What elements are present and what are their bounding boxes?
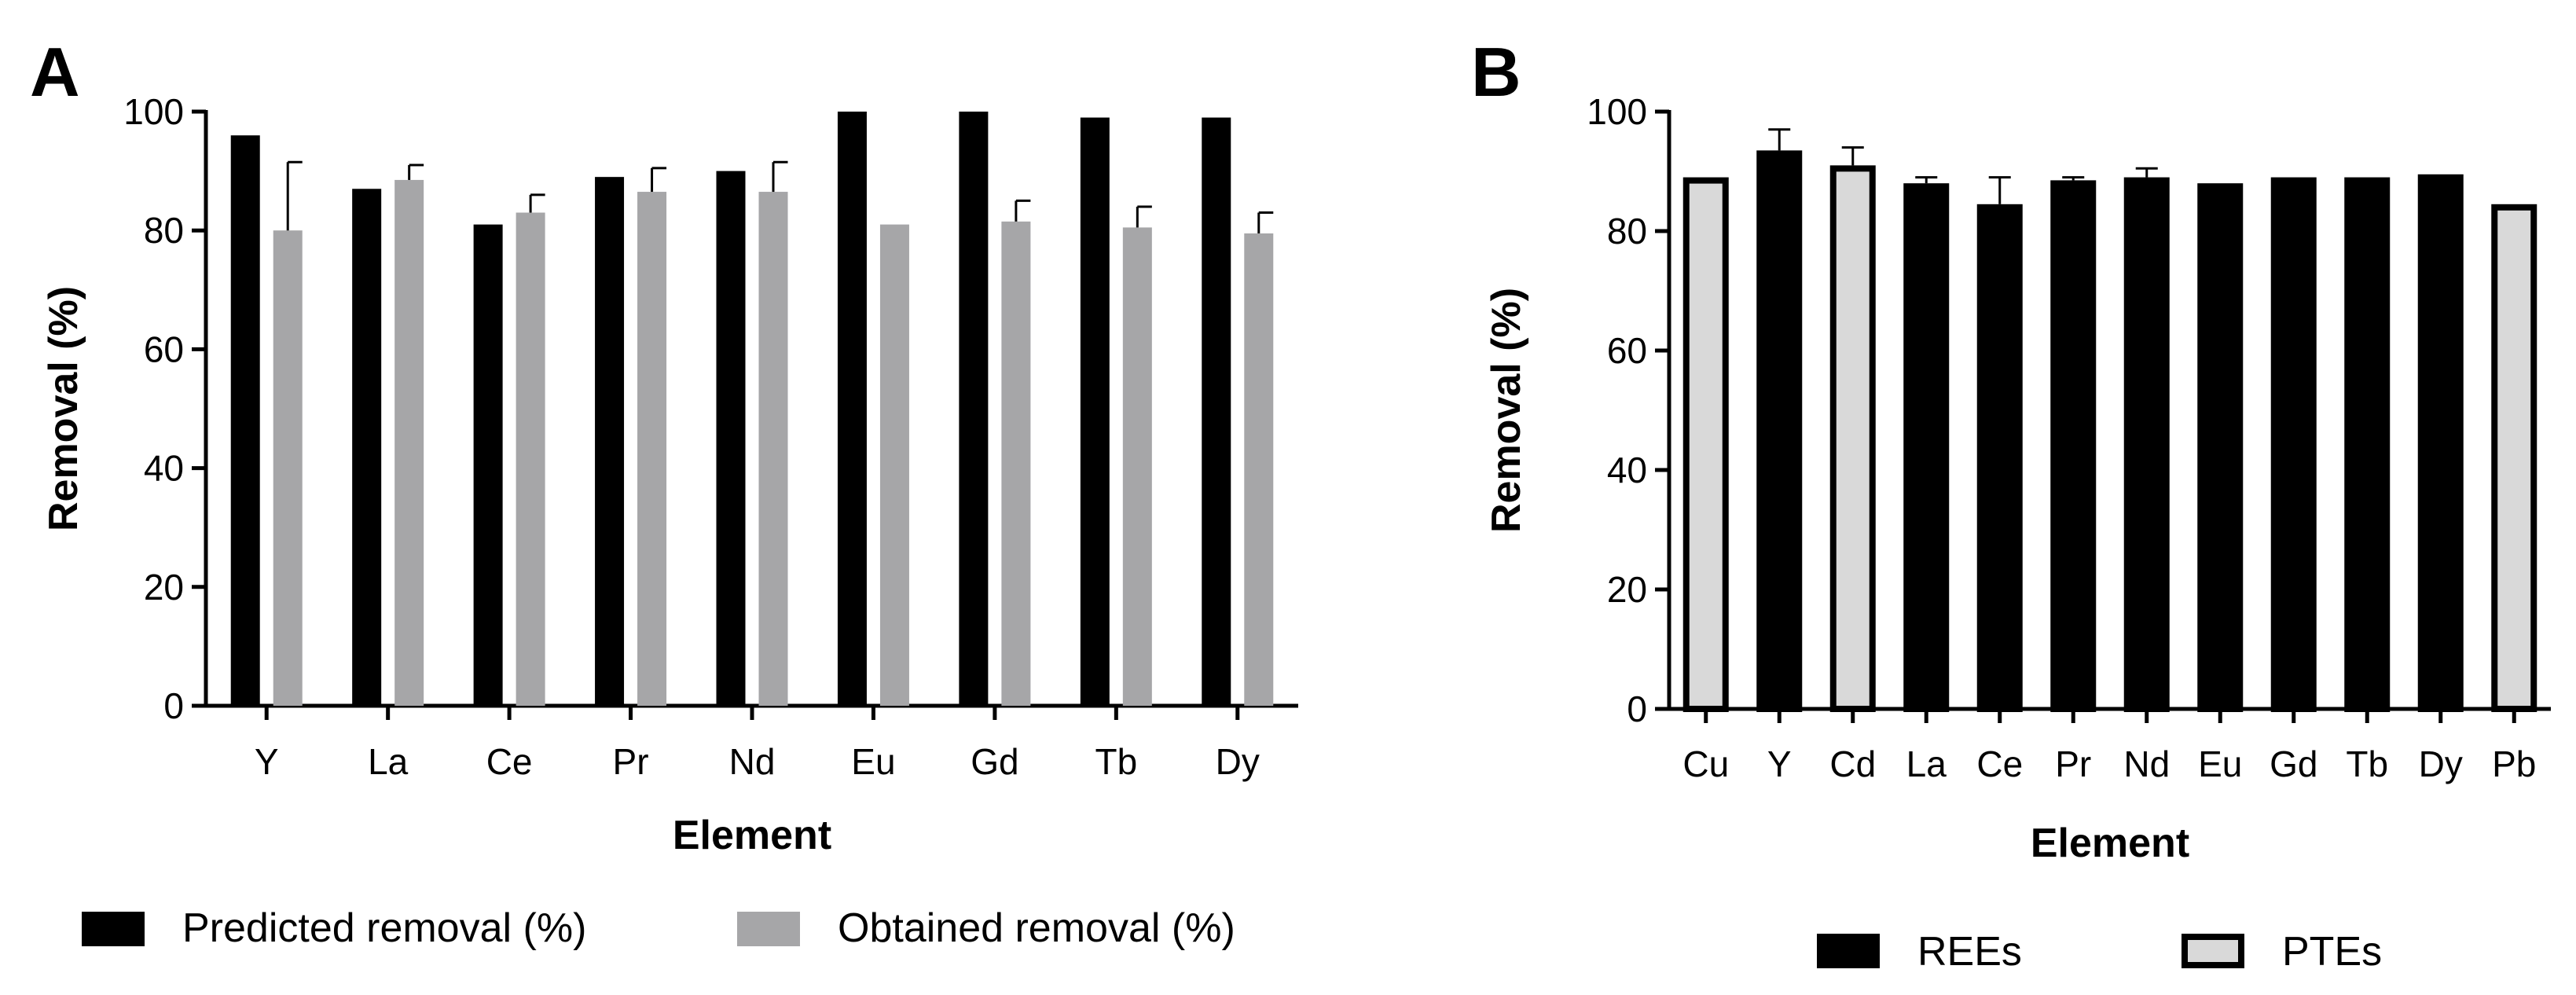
legend-label-predicted: Predicted removal (%): [182, 905, 586, 951]
y-tick-label: 80: [1607, 211, 1647, 252]
bar-rees: [1756, 150, 1803, 712]
panel-label: A: [30, 33, 80, 111]
y-tick-label: 20: [1607, 569, 1647, 610]
y-axis-title: Removal (%): [41, 286, 86, 531]
x-tick-label: Eu: [851, 741, 895, 782]
x-tick-label: Ce: [1976, 743, 2023, 784]
bar-predicted: [959, 112, 989, 706]
y-axis-title: Removal (%): [1484, 288, 1529, 533]
panel-label: B: [1471, 33, 1521, 111]
y-tick-label: 0: [1627, 688, 1647, 729]
panel-a-chart: A 0 20 40 60 80 100 Y La Ce Pr Nd Eu Gd Tb Dy Element Rem…: [30, 33, 1298, 951]
x-tick-label: Pr: [2055, 743, 2091, 784]
x-tick-label: Pr: [613, 741, 649, 782]
x-tick-label: Ce: [486, 741, 533, 782]
bar-predicted: [716, 171, 746, 707]
bar-predicted: [352, 189, 382, 706]
x-tick-label: Gd: [2270, 743, 2317, 784]
x-axis-title: Element: [673, 813, 831, 858]
x-tick-label: Eu: [2198, 743, 2242, 784]
x-tick-label: Tb: [1095, 741, 1137, 782]
bar-predicted: [1202, 117, 1231, 706]
bar-rees: [2270, 177, 2317, 713]
bar-obtained: [879, 224, 909, 706]
x-tick-label: Dy: [1216, 741, 1260, 782]
x-tick-label: Cu: [1682, 743, 1729, 784]
legend-label-obtained: Obtained removal (%): [838, 905, 1235, 951]
y-tick-label: 40: [144, 448, 184, 489]
y-tick-label: 0: [163, 685, 184, 726]
x-tick-label: Gd: [971, 741, 1018, 782]
y-tick-label: 100: [1587, 91, 1647, 132]
y-tick-label: 60: [1607, 330, 1647, 371]
bar-obtained: [516, 212, 545, 706]
x-tick-label: La: [1906, 743, 1947, 784]
bar-predicted: [1080, 117, 1110, 706]
legend-swatch-predicted: [82, 912, 145, 946]
bar-rees: [2417, 174, 2464, 713]
legend-swatch-ptes: [2182, 934, 2244, 968]
x-tick-label: Y: [255, 741, 279, 782]
bar-obtained: [1122, 227, 1152, 706]
bar-ptes: [2491, 204, 2537, 712]
bar-obtained: [394, 179, 424, 706]
bar-rees: [2050, 180, 2097, 712]
bar-ptes: [1682, 177, 1729, 713]
legend-swatch-rees: [1817, 934, 1880, 968]
legend-label-ptes: PTEs: [2282, 929, 2382, 975]
x-tick-label: Y: [1767, 743, 1792, 784]
y-tick-label: 80: [144, 210, 184, 251]
bar-obtained: [273, 230, 303, 706]
bar-rees: [1976, 204, 2023, 712]
x-tick-label: Pb: [2492, 743, 2536, 784]
y-tick-label: 20: [144, 567, 184, 608]
bar-rees: [2197, 183, 2244, 712]
bar-rees: [1903, 183, 1950, 712]
y-tick-label: 100: [123, 91, 184, 132]
x-tick-label: Nd: [729, 741, 776, 782]
bar-obtained: [637, 192, 667, 706]
legend-label-rees: REEs: [1917, 929, 2022, 975]
x-tick-label: Dy: [2419, 743, 2463, 784]
panel-b-chart: B 0 20 40 60 80 100 Cu Y Cd La Ce Pr Nd Eu Gd Tb Dy Pb Elem…: [1471, 33, 2551, 975]
bar-predicted: [595, 177, 625, 706]
x-tick-label: Tb: [2346, 743, 2388, 784]
bar-predicted: [473, 224, 503, 706]
bar-obtained: [1001, 221, 1031, 706]
y-tick-label: 40: [1607, 450, 1647, 490]
x-axis-title: Element: [2031, 821, 2189, 866]
bar-predicted: [230, 135, 260, 707]
x-tick-label: La: [368, 741, 409, 782]
bar-rees: [2344, 177, 2391, 713]
bar-obtained: [1244, 233, 1274, 707]
bar-obtained: [758, 192, 788, 706]
legend-swatch-obtained: [737, 912, 800, 946]
x-tick-label: Nd: [2123, 743, 2170, 784]
y-tick-label: 60: [144, 329, 184, 369]
bar-predicted: [837, 112, 867, 706]
x-tick-label: Cd: [1829, 743, 1876, 784]
bar-ptes: [1829, 165, 1876, 712]
bar-rees: [2123, 177, 2170, 713]
